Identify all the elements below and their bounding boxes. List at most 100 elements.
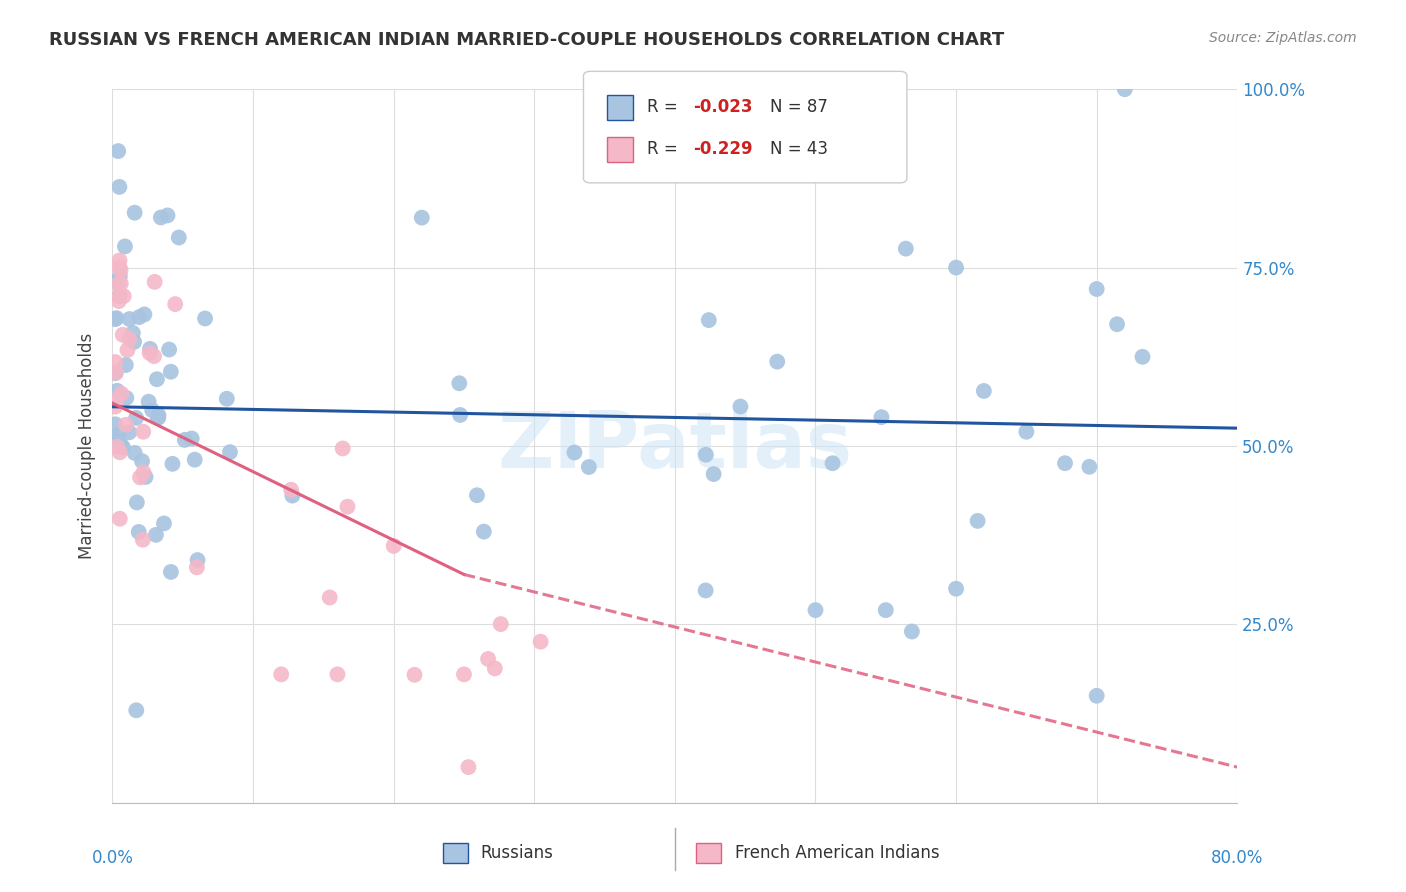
Point bbox=[124, 205, 146, 219]
Point bbox=[160, 565, 183, 579]
Point bbox=[695, 448, 717, 462]
Point bbox=[382, 539, 405, 553]
Point bbox=[117, 343, 139, 357]
Point bbox=[973, 384, 995, 398]
Point bbox=[162, 457, 184, 471]
Point bbox=[108, 260, 131, 275]
Point bbox=[153, 516, 176, 531]
Point bbox=[105, 311, 128, 326]
Point bbox=[110, 438, 132, 452]
Point bbox=[148, 410, 170, 425]
Point bbox=[870, 410, 893, 425]
Point bbox=[945, 260, 967, 275]
Point bbox=[489, 617, 512, 632]
Point bbox=[110, 277, 132, 291]
Text: 80.0%: 80.0% bbox=[1211, 849, 1264, 867]
Point bbox=[766, 354, 789, 368]
Point bbox=[132, 425, 155, 439]
Point bbox=[110, 263, 132, 277]
Point bbox=[131, 454, 153, 468]
Point bbox=[108, 445, 131, 459]
Point bbox=[187, 553, 209, 567]
Point bbox=[114, 358, 136, 372]
Point bbox=[118, 312, 141, 326]
Point bbox=[564, 445, 586, 459]
Point bbox=[104, 417, 127, 432]
Point bbox=[104, 400, 127, 414]
Point bbox=[128, 524, 150, 539]
Point bbox=[108, 512, 131, 526]
Point bbox=[107, 294, 129, 309]
Point bbox=[184, 452, 207, 467]
Point bbox=[118, 425, 141, 440]
Point bbox=[115, 391, 138, 405]
Point bbox=[143, 349, 166, 363]
Text: -0.023: -0.023 bbox=[693, 98, 752, 116]
Point bbox=[453, 667, 475, 681]
Point bbox=[173, 433, 195, 447]
Point bbox=[270, 667, 292, 681]
Point bbox=[149, 211, 172, 225]
Point bbox=[132, 533, 155, 547]
Point bbox=[111, 441, 134, 455]
Text: ZIPatlas: ZIPatlas bbox=[498, 408, 852, 484]
Point bbox=[128, 310, 150, 325]
Text: R =: R = bbox=[647, 98, 683, 116]
Text: N = 43: N = 43 bbox=[770, 140, 828, 158]
Point bbox=[449, 376, 471, 391]
Point bbox=[159, 365, 181, 379]
Point bbox=[457, 760, 479, 774]
Point bbox=[124, 446, 146, 460]
Point bbox=[530, 634, 553, 648]
Point bbox=[143, 275, 166, 289]
Point bbox=[105, 384, 128, 398]
Point bbox=[110, 386, 132, 401]
Text: N = 87: N = 87 bbox=[770, 98, 828, 116]
Text: Russians: Russians bbox=[481, 844, 554, 862]
Point bbox=[1114, 82, 1136, 96]
Point bbox=[332, 442, 354, 456]
Point bbox=[1053, 456, 1076, 470]
Point bbox=[449, 408, 471, 422]
Point bbox=[167, 230, 190, 244]
Point bbox=[180, 432, 202, 446]
Point bbox=[132, 466, 155, 480]
Point bbox=[875, 603, 897, 617]
Text: French American Indians: French American Indians bbox=[735, 844, 941, 862]
Point bbox=[593, 168, 616, 182]
Point bbox=[945, 582, 967, 596]
Point bbox=[125, 495, 148, 509]
Point bbox=[1085, 282, 1108, 296]
Point bbox=[336, 500, 359, 514]
Point bbox=[730, 400, 752, 414]
Text: 0.0%: 0.0% bbox=[91, 849, 134, 867]
Point bbox=[105, 276, 128, 290]
Point bbox=[1015, 425, 1038, 439]
Point bbox=[186, 560, 208, 574]
Point bbox=[118, 332, 141, 346]
Point bbox=[138, 394, 160, 409]
Point bbox=[966, 514, 988, 528]
Point bbox=[111, 327, 134, 342]
Point bbox=[165, 297, 187, 311]
Point bbox=[108, 427, 131, 442]
Point bbox=[148, 408, 170, 422]
Point bbox=[280, 483, 302, 497]
Point bbox=[477, 652, 499, 666]
Point bbox=[125, 703, 148, 717]
Point bbox=[107, 277, 129, 291]
Point bbox=[114, 239, 136, 253]
Point bbox=[105, 392, 128, 407]
Point bbox=[129, 470, 152, 484]
Point bbox=[122, 334, 145, 349]
Point bbox=[104, 432, 127, 446]
Point bbox=[104, 366, 127, 380]
Point bbox=[141, 403, 163, 417]
Point bbox=[1078, 459, 1101, 474]
Point bbox=[695, 583, 717, 598]
Point bbox=[125, 410, 148, 425]
Text: RUSSIAN VS FRENCH AMERICAN INDIAN MARRIED-COUPLE HOUSEHOLDS CORRELATION CHART: RUSSIAN VS FRENCH AMERICAN INDIAN MARRIE… bbox=[49, 31, 1004, 49]
Point bbox=[108, 253, 131, 268]
Point bbox=[821, 456, 844, 470]
Point bbox=[108, 289, 131, 303]
